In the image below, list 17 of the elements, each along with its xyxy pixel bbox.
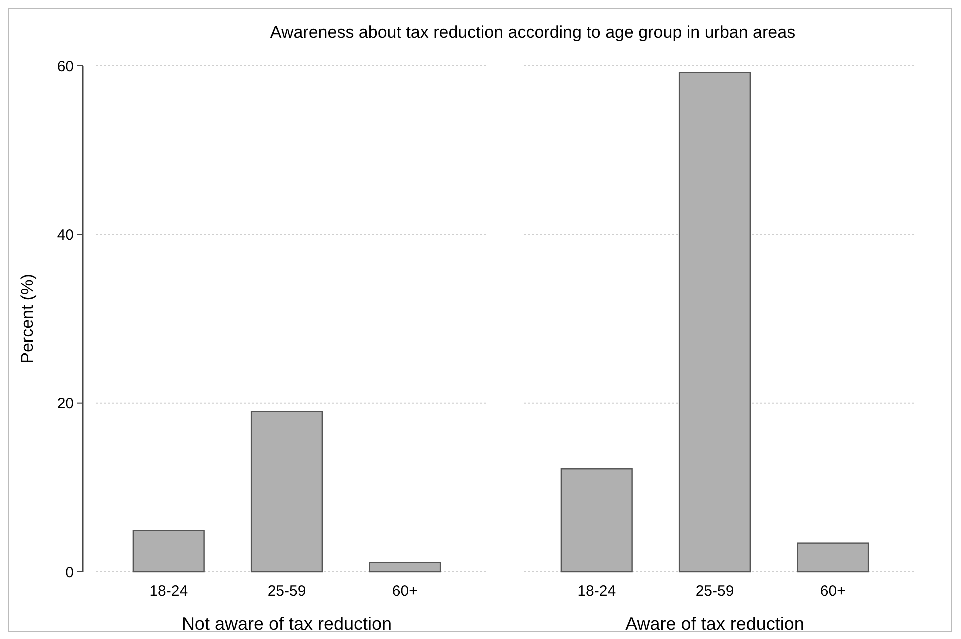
x-tick-label: 18-24 xyxy=(578,583,616,600)
x-tick-label: 25-59 xyxy=(268,583,306,600)
x-tick-label: 60+ xyxy=(392,583,418,600)
bar xyxy=(250,411,324,573)
y-tick-label: 60 xyxy=(57,58,74,76)
bar xyxy=(369,562,442,573)
y-axis-title: Percent (%) xyxy=(18,274,37,364)
y-tick-label: 40 xyxy=(57,226,74,244)
x-axis-title: Not aware of tax reduction xyxy=(182,614,392,634)
x-tick-label: 25-59 xyxy=(696,583,734,600)
y-tick-label: 0 xyxy=(66,564,74,582)
bar xyxy=(132,530,205,573)
x-tick-label: 18-24 xyxy=(150,583,188,600)
text: Awareness about tax reduction according to age group in urban areas xyxy=(270,23,796,42)
x-axis-title: Aware of tax reduction xyxy=(626,614,804,634)
x-tick-label: 60+ xyxy=(820,583,846,600)
y-tick-label: 20 xyxy=(57,396,74,413)
